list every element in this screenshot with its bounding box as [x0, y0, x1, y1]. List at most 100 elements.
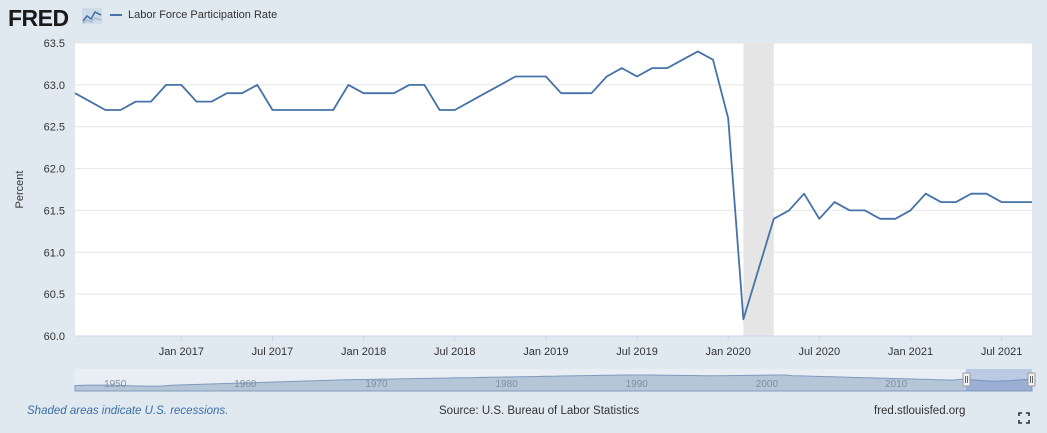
data-point[interactable]	[696, 49, 700, 53]
data-point[interactable]	[954, 200, 958, 204]
navigator-label: 1980	[495, 379, 518, 390]
data-point[interactable]	[498, 83, 502, 87]
data-point[interactable]	[681, 58, 685, 62]
navigator-window[interactable]	[966, 369, 1032, 391]
navigator-label: 1950	[104, 379, 127, 390]
data-point[interactable]	[453, 108, 457, 112]
data-point[interactable]	[331, 108, 335, 112]
fred-logo[interactable]: FRED	[8, 5, 69, 31]
legend-label: Labor Force Participation Rate	[128, 9, 278, 21]
navigator-label: 2000	[756, 379, 779, 390]
data-point[interactable]	[73, 91, 77, 95]
data-point[interactable]	[346, 83, 350, 87]
y-tick-label: 60.0	[44, 331, 65, 343]
data-point[interactable]	[848, 208, 852, 212]
data-point[interactable]	[164, 83, 168, 87]
data-point[interactable]	[195, 100, 199, 104]
navigator-series	[74, 374, 1033, 392]
navigator-label: 1970	[365, 379, 388, 390]
x-tick-label: Jan 2017	[159, 346, 204, 358]
data-point[interactable]	[665, 66, 669, 70]
navigator-label: 1960	[234, 379, 257, 390]
data-point[interactable]	[362, 91, 366, 95]
data-point[interactable]	[438, 108, 442, 112]
data-point[interactable]	[984, 192, 988, 196]
x-tick-label: Jul 2018	[434, 346, 476, 358]
x-tick-label: Jul 2020	[799, 346, 841, 358]
plot-area	[75, 43, 1032, 336]
x-tick-label: Jul 2017	[252, 346, 294, 358]
data-point[interactable]	[544, 74, 548, 78]
navigator-label: 1990	[626, 379, 649, 390]
data-point[interactable]	[301, 108, 305, 112]
data-point[interactable]	[741, 317, 745, 321]
x-tick-label: Jan 2019	[523, 346, 568, 358]
data-point[interactable]	[392, 91, 396, 95]
navigator-label: 2010	[885, 379, 908, 390]
data-point[interactable]	[179, 83, 183, 87]
data-point[interactable]	[802, 192, 806, 196]
data-point[interactable]	[514, 74, 518, 78]
data-point[interactable]	[635, 74, 639, 78]
data-point[interactable]	[589, 91, 593, 95]
data-point[interactable]	[559, 91, 563, 95]
x-tick-label: Jan 2020	[706, 346, 751, 358]
y-tick-label: 62.0	[44, 164, 65, 176]
data-point[interactable]	[270, 108, 274, 112]
data-point[interactable]	[225, 91, 229, 95]
y-tick-label: 63.0	[44, 80, 65, 92]
data-point[interactable]	[529, 74, 533, 78]
data-point[interactable]	[757, 267, 761, 271]
data-point[interactable]	[1030, 200, 1034, 204]
data-point[interactable]	[286, 108, 290, 112]
navigator-handle[interactable]	[1027, 372, 1036, 387]
fullscreen-icon[interactable]	[1018, 412, 1030, 424]
data-point[interactable]	[210, 100, 214, 104]
y-tick-label: 62.5	[44, 122, 65, 134]
legend-swatch	[110, 14, 122, 16]
line-chart[interactable]: 60.0 60.5 61.0 61.5 62.0 62.5 63.0 63.5 Jan 2017…	[0, 0, 1047, 400]
data-point[interactable]	[149, 100, 153, 104]
data-point[interactable]	[483, 91, 487, 95]
data-point[interactable]	[240, 91, 244, 95]
data-point[interactable]	[119, 108, 123, 112]
legend[interactable]: Labor Force Participation Rate	[110, 9, 277, 21]
data-point[interactable]	[134, 100, 138, 104]
navigator-handle[interactable]	[962, 372, 971, 387]
data-point[interactable]	[1015, 200, 1019, 204]
data-point[interactable]	[969, 192, 973, 196]
data-point[interactable]	[726, 116, 730, 120]
chart-line-icon	[82, 8, 102, 24]
data-point[interactable]	[939, 200, 943, 204]
data-point[interactable]	[711, 58, 715, 62]
data-point[interactable]	[650, 66, 654, 70]
recession-note: Shaded areas indicate U.S. recessions.	[27, 405, 229, 417]
data-point[interactable]	[833, 200, 837, 204]
data-point[interactable]	[863, 208, 867, 212]
data-point[interactable]	[908, 208, 912, 212]
data-point[interactable]	[103, 108, 107, 112]
data-point[interactable]	[574, 91, 578, 95]
data-point[interactable]	[1000, 200, 1004, 204]
x-tick-label: Jul 2019	[616, 346, 658, 358]
data-point[interactable]	[407, 83, 411, 87]
data-point[interactable]	[255, 83, 259, 87]
x-tick-label: Jan 2018	[341, 346, 386, 358]
data-point[interactable]	[772, 217, 776, 221]
data-point[interactable]	[422, 83, 426, 87]
data-point[interactable]	[817, 217, 821, 221]
series-line[interactable]	[74, 50, 1032, 321]
data-point[interactable]	[468, 100, 472, 104]
y-tick-label: 61.5	[44, 205, 65, 217]
data-point[interactable]	[377, 91, 381, 95]
data-point[interactable]	[924, 192, 928, 196]
data-point[interactable]	[88, 100, 92, 104]
data-point[interactable]	[605, 74, 609, 78]
data-point[interactable]	[316, 108, 320, 112]
data-point[interactable]	[620, 66, 624, 70]
site-link[interactable]: fred.stlouisfed.org	[874, 405, 966, 417]
data-point[interactable]	[787, 208, 791, 212]
data-point[interactable]	[878, 217, 882, 221]
chart-header: FRED Labor Force Participation Rate	[0, 0, 1047, 36]
data-point[interactable]	[893, 217, 897, 221]
